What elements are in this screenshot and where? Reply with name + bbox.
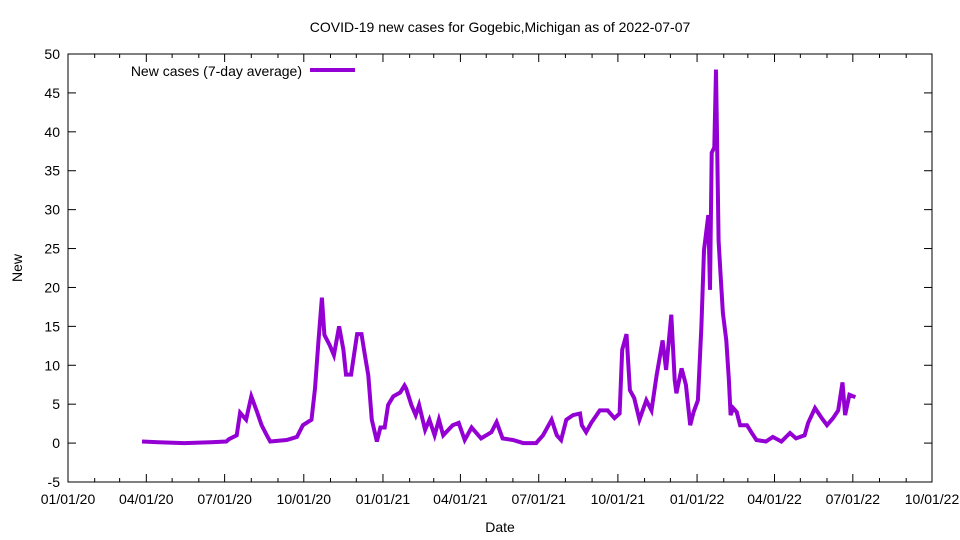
legend: New cases (7-day average) xyxy=(131,63,355,79)
x-tick-label: 10/01/21 xyxy=(591,491,646,507)
y-axis-label: New xyxy=(9,253,25,282)
x-tick-label: 01/01/20 xyxy=(41,491,96,507)
y-tick-label: 15 xyxy=(44,318,60,334)
x-tick-label: 04/01/21 xyxy=(433,491,488,507)
x-tick-label: 04/01/22 xyxy=(747,491,802,507)
y-tick-label: 25 xyxy=(44,241,60,257)
y-tick-label: 10 xyxy=(44,357,60,373)
x-tick-label: 07/01/21 xyxy=(511,491,566,507)
x-tick-label: 01/01/21 xyxy=(356,491,411,507)
legend-label: New cases (7-day average) xyxy=(131,63,302,79)
y-tick-label: 45 xyxy=(44,85,60,101)
y-tick-label: 40 xyxy=(44,124,60,140)
chart-title: COVID-19 new cases for Gogebic,Michigan … xyxy=(310,19,691,35)
x-tick-label: 01/01/22 xyxy=(670,491,725,507)
axis-ticks: -5 0 5 10 15 20 25 30 35 40 45 50 01/01/20 04/01/20 07… xyxy=(41,46,960,507)
y-tick-label: -5 xyxy=(48,474,61,490)
y-tick-label: 5 xyxy=(52,396,60,412)
x-tick-label: 10/01/20 xyxy=(277,491,332,507)
y-tick-label: 20 xyxy=(44,279,60,295)
x-tick-label: 07/01/20 xyxy=(197,491,252,507)
series-layer xyxy=(141,69,857,446)
plot-border xyxy=(67,53,933,483)
y-tick-label: 30 xyxy=(44,202,60,218)
x-tick-label: 04/01/20 xyxy=(119,491,174,507)
x-axis-label: Date xyxy=(485,519,515,535)
y-tick-label: 50 xyxy=(44,46,60,62)
y-tick-label: 35 xyxy=(44,163,60,179)
y-tick-label: 0 xyxy=(52,435,60,451)
x-tick-label: 07/01/22 xyxy=(826,491,881,507)
x-tick-label: 10/01/22 xyxy=(905,491,960,507)
series-line xyxy=(141,69,857,446)
